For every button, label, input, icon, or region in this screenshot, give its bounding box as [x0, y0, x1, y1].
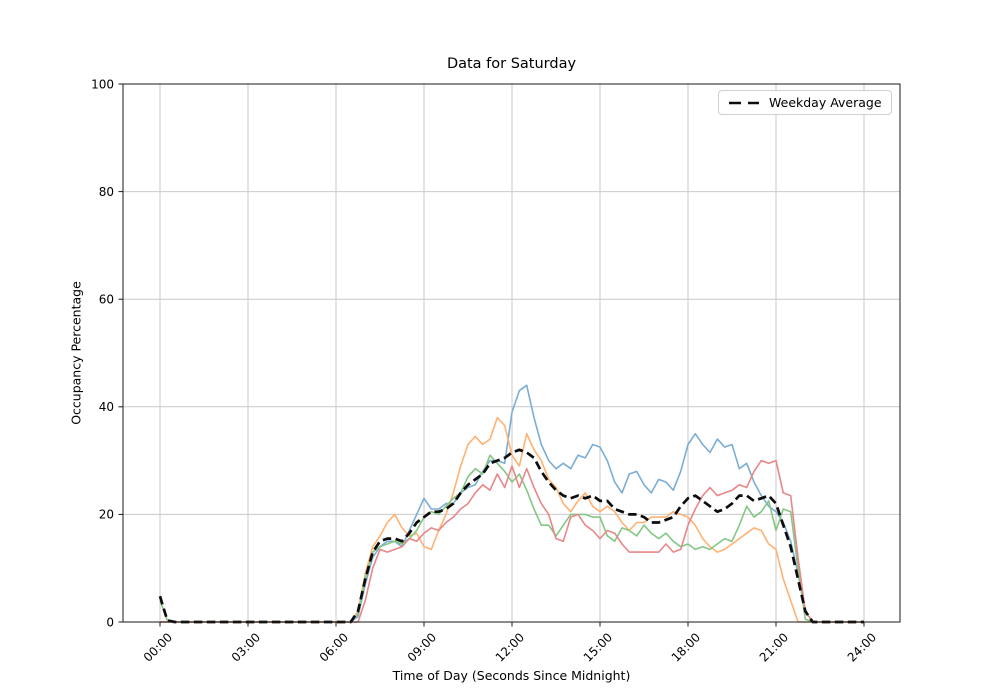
- x-tick-label-06:00: 06:00: [317, 630, 351, 664]
- y-tick-label-100: 100: [91, 77, 114, 91]
- legend-label: Weekday Average: [769, 95, 882, 110]
- x-tick-label-24:00: 24:00: [845, 630, 879, 664]
- x-tick-label-03:00: 03:00: [229, 630, 263, 664]
- x-tick-label-18:00: 18:00: [669, 630, 703, 664]
- y-tick-label-60: 60: [99, 293, 114, 307]
- x-tick-label-12:00: 12:00: [493, 630, 527, 664]
- chart-title: Data for Saturday: [446, 56, 577, 72]
- y-tick-label-0: 0: [106, 615, 114, 629]
- y-axis-label: Occupancy Percentage: [68, 281, 84, 425]
- legend: Weekday Average: [718, 90, 892, 115]
- y-tick-label-20: 20: [99, 508, 114, 522]
- y-tick-label-80: 80: [99, 185, 114, 199]
- y-tick-label-40: 40: [99, 400, 114, 414]
- x-tick-label-09:00: 09:00: [405, 630, 439, 664]
- x-axis-label: Time of Day (Seconds Since Midnight): [392, 668, 631, 683]
- x-tick-label-21:00: 21:00: [757, 630, 791, 664]
- x-tick-label-00:00: 00:00: [141, 630, 175, 664]
- x-tick-label-15:00: 15:00: [581, 630, 615, 664]
- dashed-line-icon: [729, 101, 759, 104]
